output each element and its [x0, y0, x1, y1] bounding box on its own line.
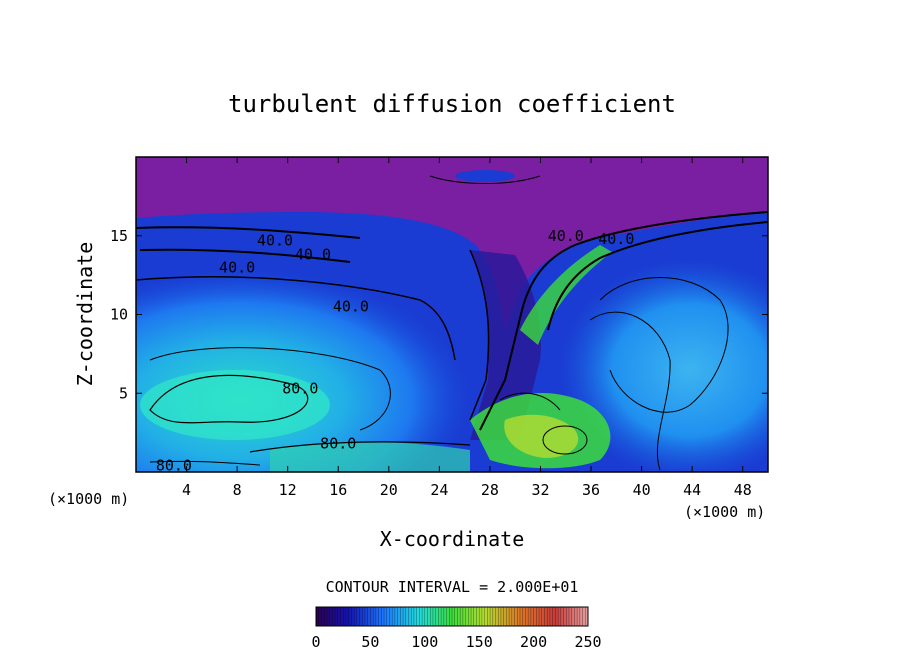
- field-region-upper-purple: [136, 157, 768, 330]
- contour-line: [149, 460, 261, 466]
- colorbar: 0 50 100 150 200 250: [311, 606, 602, 651]
- contour-line: [589, 311, 671, 471]
- colorbar-tick-label: 150: [466, 633, 493, 651]
- contour-line: [136, 226, 361, 239]
- contour-label: 40.0: [257, 231, 293, 249]
- contour-line: [149, 374, 309, 424]
- field-region-right-vortex: [560, 260, 768, 472]
- colorbar-tick-label: 200: [520, 633, 547, 651]
- y-tick-label: 10: [110, 306, 128, 324]
- field-region-bottom-band: [270, 441, 470, 472]
- x-axis-unit-right: (×1000 m): [684, 503, 765, 521]
- contour-line: [429, 175, 541, 184]
- field-region-green-ridge: [520, 245, 612, 345]
- contour-line: [599, 277, 729, 413]
- field-region-yellow-core: [504, 414, 579, 458]
- contour-label: 80.0: [156, 457, 192, 475]
- contour-label: 80.0: [282, 380, 318, 398]
- x-tick-label: 12: [279, 481, 297, 499]
- contour-line: [249, 441, 471, 453]
- contour-line: [149, 347, 391, 431]
- contour-label: 40.0: [598, 230, 634, 248]
- contour-interval-text: CONTOUR INTERVAL = 2.000E+01: [326, 578, 579, 596]
- x-axis-unit-left: (×1000 m): [48, 490, 129, 508]
- x-tick-label: 16: [329, 481, 347, 499]
- x-tick-label: 36: [582, 481, 600, 499]
- contour-line: [479, 211, 768, 431]
- contour-label: 80.0: [320, 435, 356, 453]
- y-axis: 5 10 15: [110, 227, 768, 402]
- y-tick-label: 15: [110, 227, 128, 245]
- x-tick-label: 20: [380, 481, 398, 499]
- x-tick-label: 8: [233, 481, 242, 499]
- contour-line: [139, 248, 351, 263]
- colorbar-tick-label: 0: [311, 633, 320, 651]
- y-tick-label: 5: [119, 384, 128, 402]
- contour-line: [542, 425, 588, 455]
- x-axis: 4 8 12 16 20 24 28 32 36 40 44 48: [182, 157, 752, 499]
- contour-labels: 40.040.040.040.080.080.080.040.0 40.0: [156, 227, 635, 475]
- contour-line: [469, 249, 490, 421]
- x-tick-label: 44: [683, 481, 701, 499]
- chart-title: turbulent diffusion coefficient: [228, 90, 676, 118]
- contour-lines: [136, 175, 768, 471]
- heatmap-field: [136, 157, 768, 472]
- contour-label: 40.0: [295, 246, 331, 264]
- contour-label: 40.0: [548, 227, 584, 245]
- contour-line: [547, 221, 768, 331]
- contour-label: 40.0: [333, 298, 369, 316]
- contour-line: [499, 392, 561, 411]
- field-region-top-blob: [455, 170, 515, 182]
- x-tick-label: 32: [531, 481, 549, 499]
- colorbar-tick-label: 100: [411, 633, 438, 651]
- field-region-central-column: [470, 250, 541, 440]
- contour-label: 40.0: [219, 258, 255, 276]
- colorbar-stripes: [318, 607, 586, 626]
- y-axis-label: Z-coordinate: [73, 242, 97, 387]
- x-tick-label: 28: [481, 481, 499, 499]
- x-tick-label: 40: [633, 481, 651, 499]
- contour-line: [136, 276, 456, 361]
- colorbar-tick-label: 50: [361, 633, 379, 651]
- x-tick-label: 48: [734, 481, 752, 499]
- colorbar-tick-label: 250: [574, 633, 601, 651]
- x-tick-label: 4: [182, 481, 191, 499]
- x-tick-label: 24: [430, 481, 448, 499]
- x-axis-label: X-coordinate: [380, 527, 525, 551]
- colorbar-ticks: 0 50 100 150 200 250: [311, 633, 601, 651]
